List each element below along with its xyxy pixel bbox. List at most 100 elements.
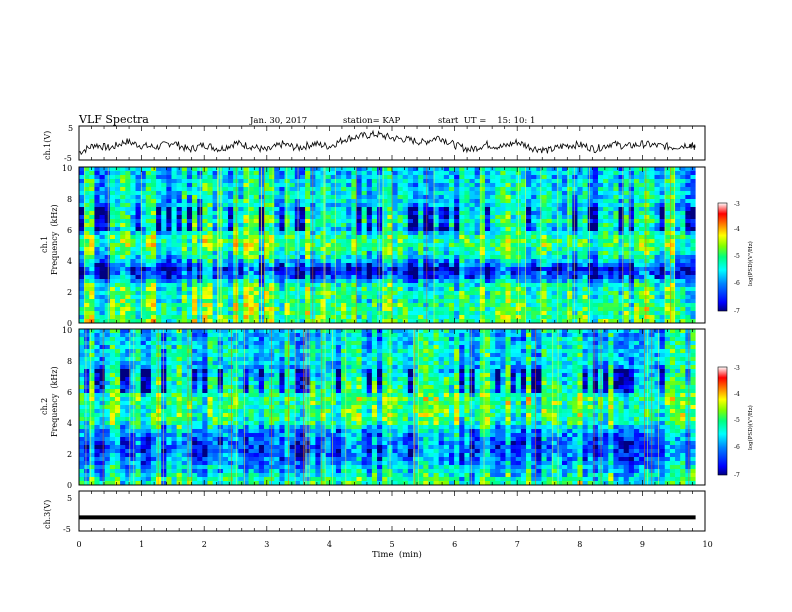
spectrogram-cell [639, 255, 645, 260]
spectrogram-cell [325, 167, 332, 172]
spectrogram-cell [341, 271, 347, 276]
spectrogram-cell [454, 271, 460, 276]
spectrogram-cell [377, 223, 383, 228]
spectrogram-cell [505, 319, 512, 324]
spectrogram-cell [305, 247, 311, 252]
spectrogram-cell [130, 207, 136, 212]
spectrogram-cell [633, 215, 640, 220]
spectrogram-cell [603, 223, 609, 228]
spectrogram-cell [150, 231, 157, 236]
spectrogram-cell [392, 319, 398, 324]
spectrogram-cell [536, 227, 542, 232]
spectrogram-cell [397, 175, 404, 180]
spectrogram-cell [603, 319, 609, 324]
spectrogram-cell [366, 223, 373, 228]
spectrogram-cell [680, 319, 686, 324]
spectrogram-cell [192, 195, 198, 200]
spectrogram-cell [680, 263, 686, 268]
spectrogram-cell [582, 171, 589, 176]
spectrogram-cell [79, 187, 85, 192]
spectrogram-cell [690, 227, 697, 232]
spectrogram-cell [572, 187, 578, 192]
spectrogram-cell [613, 219, 619, 224]
spectrogram-cell [366, 199, 373, 204]
spectrogram-cell [222, 243, 229, 248]
spectrogram-cell [202, 275, 208, 280]
spectrogram-cell [361, 203, 368, 208]
spectrogram-cell [423, 251, 429, 256]
spectrogram-cell [469, 271, 476, 276]
spectrogram-cell [289, 179, 296, 184]
spectrogram-cell [109, 267, 116, 272]
spectrogram-cell [402, 227, 409, 232]
spectrogram-cell [685, 207, 691, 212]
spectrogram-cell [263, 211, 270, 216]
spectrogram-cell [228, 239, 234, 244]
spectrogram-cell [680, 167, 686, 172]
spectrogram-cell [186, 187, 193, 192]
spectrogram-cell [79, 319, 85, 324]
spectrogram-cell [654, 199, 661, 204]
spectrogram-cell [212, 307, 219, 312]
spectrogram-cell [567, 187, 573, 192]
spectrogram-cell [685, 255, 691, 260]
spectrogram-cell [346, 259, 352, 264]
spectrogram-cell [546, 307, 553, 312]
spectrogram-cell [387, 235, 393, 240]
spectrogram-cell [438, 195, 445, 200]
spectrogram-cell [577, 195, 583, 200]
spectrogram-cell [505, 183, 512, 188]
spectrogram-cell [654, 279, 661, 284]
spectrogram-cell [551, 251, 558, 256]
spectrogram-cell [274, 219, 280, 224]
spectrogram-cell [567, 271, 573, 276]
spectrogram-cell [582, 315, 589, 320]
spectrogram-cell [608, 307, 614, 312]
spectrogram-cell [299, 259, 306, 264]
spectrogram-cell [202, 307, 208, 312]
spectrogram-cell [289, 275, 296, 280]
spectrogram-cell [94, 315, 100, 320]
spectrogram-cell [135, 167, 142, 172]
spectrogram-cell [351, 187, 357, 192]
spectrogram-cell [382, 235, 388, 240]
spectrogram-cell [592, 223, 599, 228]
spectrogram-cell [248, 251, 255, 256]
spectrogram-cell [361, 187, 368, 192]
spectrogram-cell [228, 329, 234, 334]
spectrogram-cell [377, 311, 383, 316]
spectrogram-cell [377, 179, 383, 184]
spectrogram-cell [649, 315, 655, 320]
spectrogram-cell [448, 219, 455, 224]
spectrogram-cell [659, 287, 666, 292]
spectrogram-cell [84, 329, 90, 334]
spectrogram-cell [120, 231, 126, 236]
spectrogram-cell [633, 203, 640, 208]
spectrogram-cell [351, 207, 357, 212]
spectrogram-cell [685, 271, 691, 276]
spectrogram-cell [330, 219, 337, 224]
spectrogram-cell [238, 215, 244, 220]
spectrogram-cell [587, 315, 594, 320]
spectrogram-cell [510, 191, 517, 196]
spectrogram-cell [438, 223, 445, 228]
spectrogram-cell [680, 251, 686, 256]
spectrogram-cell [567, 295, 573, 300]
spectrogram-cell [361, 295, 368, 300]
spectrogram-cell [623, 299, 630, 304]
spectrogram-cell [680, 315, 686, 320]
spectrogram-cell [171, 283, 178, 288]
spectrogram-cell [125, 255, 131, 260]
spectrogram-cell [371, 315, 378, 320]
spectrogram-cell [587, 219, 594, 224]
spectrogram-cell [382, 251, 388, 256]
spectrogram-cell [299, 275, 306, 280]
spectrogram-cell [654, 307, 661, 312]
spectrogram-cell [510, 183, 517, 188]
spectrogram-cell [84, 275, 90, 280]
spectrogram-cell [294, 175, 301, 180]
spectrogram-cell [587, 203, 594, 208]
spectrogram-cell [613, 243, 619, 248]
spectrogram-cell [562, 175, 568, 180]
spectrogram-cell [675, 175, 681, 180]
